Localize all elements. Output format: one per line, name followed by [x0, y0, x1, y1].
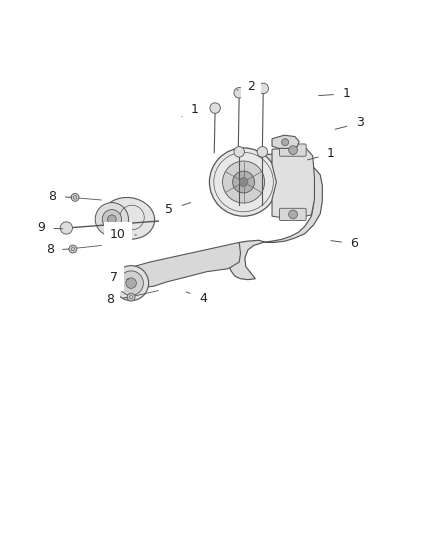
Circle shape [127, 293, 135, 301]
Circle shape [222, 161, 264, 203]
Circle shape [60, 222, 72, 234]
Circle shape [69, 245, 77, 253]
Polygon shape [124, 243, 240, 287]
Circle shape [258, 83, 268, 94]
Circle shape [209, 148, 277, 216]
Text: 8: 8 [48, 190, 71, 203]
FancyBboxPatch shape [279, 144, 305, 156]
Polygon shape [228, 154, 321, 280]
Text: 1: 1 [318, 87, 350, 100]
Text: 6: 6 [330, 237, 357, 251]
Polygon shape [272, 135, 298, 148]
Circle shape [95, 203, 128, 236]
Circle shape [232, 171, 254, 193]
Text: 1: 1 [181, 103, 198, 116]
Circle shape [288, 210, 297, 219]
Circle shape [239, 177, 247, 187]
Text: 2: 2 [237, 80, 254, 93]
Circle shape [113, 265, 148, 301]
Text: 8: 8 [106, 293, 127, 306]
Circle shape [119, 271, 143, 295]
Text: 10: 10 [110, 229, 136, 241]
Circle shape [288, 146, 297, 155]
Circle shape [209, 103, 220, 114]
Circle shape [281, 139, 288, 146]
FancyBboxPatch shape [279, 208, 305, 221]
Circle shape [233, 147, 244, 157]
Text: 1: 1 [307, 147, 334, 160]
Text: 4: 4 [186, 292, 206, 304]
Text: 5: 5 [165, 203, 190, 216]
Circle shape [107, 215, 116, 224]
Circle shape [102, 209, 121, 229]
Circle shape [257, 147, 267, 157]
Text: 7: 7 [110, 271, 128, 285]
Circle shape [126, 278, 136, 288]
Circle shape [71, 193, 79, 201]
Text: 3: 3 [334, 117, 363, 130]
Polygon shape [272, 147, 314, 219]
Circle shape [233, 87, 244, 98]
Text: 9: 9 [37, 222, 63, 235]
Ellipse shape [102, 197, 154, 239]
Text: 8: 8 [46, 244, 69, 256]
